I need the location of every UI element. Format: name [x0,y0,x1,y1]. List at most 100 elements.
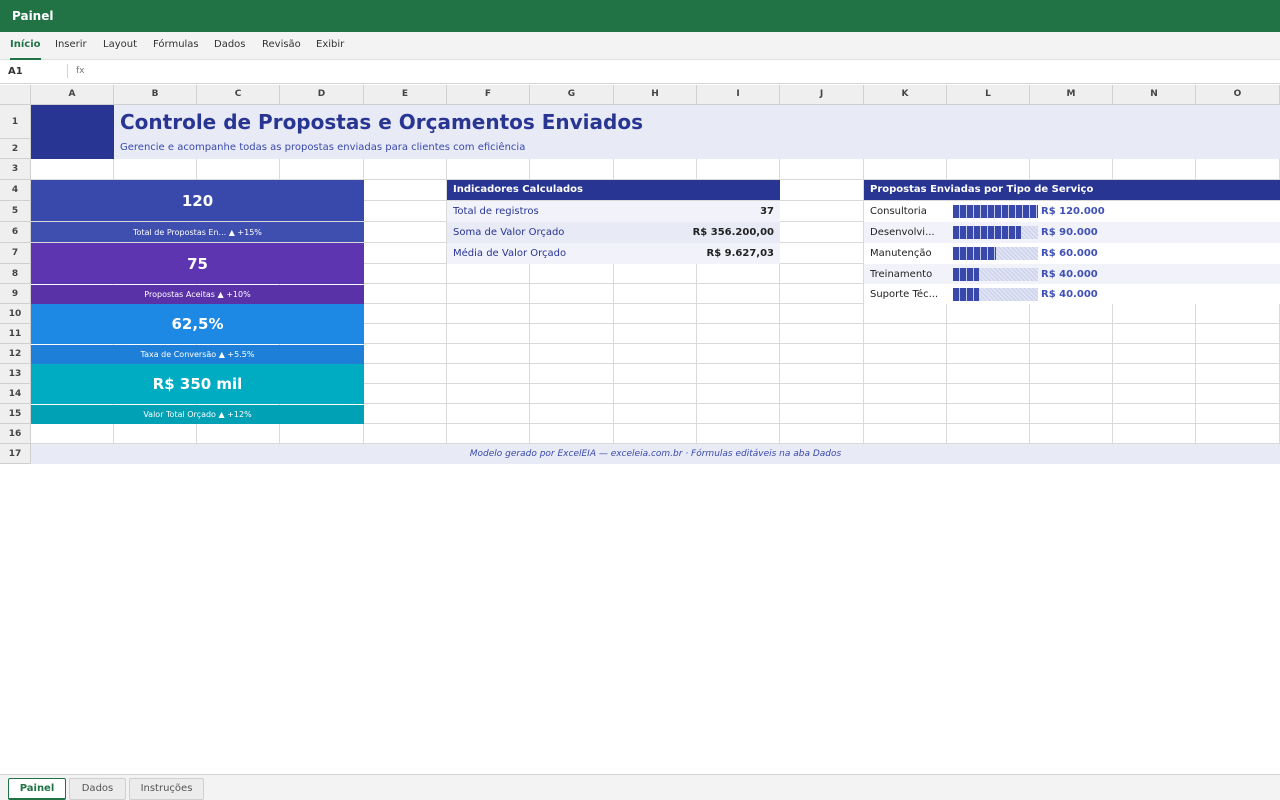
gridline-vertical [446,85,447,464]
row-header-1[interactable]: 1 [0,105,31,139]
sheet-tab-dados[interactable]: Dados [69,778,126,800]
column-header-f[interactable]: F [447,85,530,105]
column-header-c[interactable]: C [197,85,280,105]
fx-icon: fx [76,66,85,76]
footer-note: Modelo gerado por ExcelEIA — exceleia.co… [31,444,1280,464]
kpi-conversion-value: 62,5% [31,304,364,344]
gridline-horizontal [0,303,1280,304]
indicator-label: Média de Valor Orçado [453,248,567,259]
column-header-m[interactable]: M [1030,85,1113,105]
column-header-a[interactable]: A [31,85,114,105]
gridline-horizontal [0,179,1280,180]
indicator-value: R$ 9.627,03 [706,248,775,259]
ribbon-tab-layout[interactable]: Layout [103,39,137,50]
kpi-total-budget-value: R$ 350 mil [31,364,364,404]
ribbon-tab-inserir[interactable]: Inserir [55,39,87,50]
service-bar-fill [953,226,1021,239]
kpi-conversion-label: Taxa de Conversão ▲ +5.5% [31,345,364,364]
indicator-row-bg [447,243,780,264]
service-label: Desenvolvi... [870,227,935,238]
gridline-horizontal [0,283,1280,284]
select-all-corner[interactable] [0,85,31,105]
service-bar-fill [953,268,979,281]
sheet-tab-instrucoes[interactable]: Instruções [129,778,204,800]
column-header-n[interactable]: N [1113,85,1196,105]
ribbon-tab-inicio[interactable]: Início [10,32,41,60]
ribbon-tab-dados[interactable]: Dados [214,39,246,50]
service-label: Manutenção [870,248,932,259]
page-subtitle: Gerencie e acompanhe todas as propostas … [120,142,526,153]
row-header-3[interactable]: 3 [0,159,31,180]
ribbon-tab-formulas[interactable]: Fórmulas [153,39,199,50]
service-bar-fill [953,205,1038,218]
service-value: R$ 40.000 [1041,269,1098,280]
column-header-o[interactable]: O [1196,85,1280,105]
row-header-8[interactable]: 8 [0,264,31,284]
column-header-e[interactable]: E [364,85,447,105]
indicator-value: 37 [760,206,774,217]
service-label: Treinamento [870,269,933,280]
gridline-horizontal [0,343,1280,344]
row-header-9[interactable]: 9 [0,284,31,304]
row-header-6[interactable]: 6 [0,222,31,243]
sheet-tabs-bar: Painel Dados Instruções [0,774,1280,800]
kpi-total-budget-label: Valor Total Orçado ▲ +12% [31,405,364,424]
service-label: Suporte Téc... [870,289,939,300]
service-bar-fill [953,288,979,301]
indicator-label: Soma de Valor Orçado [453,227,565,238]
gridline-horizontal [0,200,1280,201]
gridline-vertical [863,85,864,464]
column-header-k[interactable]: K [864,85,947,105]
row-header-7[interactable]: 7 [0,243,31,264]
name-box[interactable]: A1 [8,66,23,77]
column-header-d[interactable]: D [280,85,364,105]
column-header-l[interactable]: L [947,85,1030,105]
gridline-horizontal [0,323,1280,324]
gridline-horizontal [0,443,1280,444]
service-label: Consultoria [870,206,927,217]
row-header-10[interactable]: 10 [0,304,31,324]
spreadsheet-grid[interactable]: A B C D E F G H I J K L M N O 1 2 3 4 5 6 7 8 9 10 11 12 13 14 15 16 17… [0,85,1280,465]
kpi-accepted-value: 75 [31,243,364,284]
kpi-total-label: Total de Propostas En... ▲ +15% [31,222,364,242]
service-value: R$ 90.000 [1041,227,1098,238]
row-header-11[interactable]: 11 [0,324,31,344]
row-header-16[interactable]: 16 [0,424,31,444]
formula-bar: A1 fx [0,60,1280,84]
ribbon: Início Inserir Layout Fórmulas Dados Rev… [0,32,1280,60]
row-header-4[interactable]: 4 [0,180,31,201]
row-header-13[interactable]: 13 [0,364,31,384]
service-value: R$ 60.000 [1041,248,1098,259]
row-header-2[interactable]: 2 [0,139,31,159]
sheet-tab-painel[interactable]: Painel [8,778,66,800]
column-header-h[interactable]: H [614,85,697,105]
gridline-vertical [613,85,614,464]
ribbon-tab-exibir[interactable]: Exibir [316,39,345,50]
column-header-b[interactable]: B [114,85,197,105]
gridline-vertical [696,85,697,464]
indicator-label: Total de registros [453,206,539,217]
header-band [114,105,1280,159]
column-header-i[interactable]: I [697,85,780,105]
window-title: Painel [0,0,1280,32]
service-value: R$ 40.000 [1041,289,1098,300]
row-header-17[interactable]: 17 [0,444,31,464]
column-header-j[interactable]: J [780,85,864,105]
gridline-horizontal [0,403,1280,404]
service-value: R$ 120.000 [1041,206,1105,217]
row-header-14[interactable]: 14 [0,384,31,404]
gridline-vertical [779,85,780,464]
column-header-g[interactable]: G [530,85,614,105]
row-header-12[interactable]: 12 [0,344,31,364]
gridline-horizontal [0,363,1280,364]
services-title: Propostas Enviadas por Tipo de Serviço [864,180,1280,200]
kpi-total-value: 120 [31,180,364,221]
indicator-value: R$ 356.200,00 [692,227,774,238]
ribbon-tab-revisao[interactable]: Revisão [262,39,301,50]
row-header-15[interactable]: 15 [0,404,31,424]
logo-block [31,105,114,159]
gridline-horizontal [0,383,1280,384]
service-bar-fill [953,247,996,260]
gridline-vertical [529,85,530,464]
row-header-5[interactable]: 5 [0,201,31,222]
